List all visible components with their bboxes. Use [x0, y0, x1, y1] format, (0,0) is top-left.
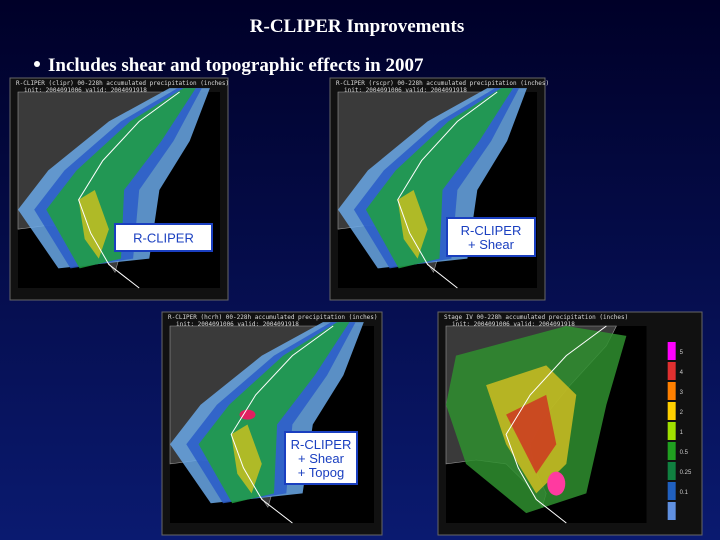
map-subheader: init: 2004091006 valid: 2004091918	[176, 321, 299, 328]
map-header: Stage IV 00-228h accumulated precipitati…	[444, 314, 628, 321]
colorbar-label: 0.1	[680, 490, 689, 496]
map-subheader: init: 2004091006 valid: 2004091918	[344, 87, 467, 94]
label-box	[284, 431, 358, 485]
map-panel: 5 4 3 2 1 0.5 0.25 0.1 Stage IV 00-228h accumula…	[437, 311, 703, 536]
colorbar-label: 4	[680, 370, 684, 376]
map-subheader: init: 2004091006 valid: 2004091918	[452, 321, 575, 328]
colorbar-label: 1	[680, 430, 684, 436]
panel-label: R-CLIPER	[133, 231, 194, 246]
precip-core	[78, 190, 109, 259]
map-panel: R-CLIPER (rscpr) 00-228h accumulated pre…	[329, 77, 549, 301]
bullet-dot	[34, 61, 40, 67]
colorbar-label: 0.25	[680, 470, 692, 476]
panel-label: R-CLIPER + Shear + Topog	[291, 437, 352, 480]
storm-track	[230, 325, 334, 524]
storm-track	[397, 91, 498, 289]
colorbar-cell	[667, 442, 676, 460]
colorbar-cell	[667, 462, 676, 480]
label-line: + Shear	[298, 451, 345, 466]
label-box	[446, 217, 536, 257]
colorbar-cell	[667, 422, 676, 440]
colorbar-cell	[667, 402, 676, 420]
slide-title: R-CLIPER Improvements	[250, 16, 464, 37]
label-line: + Topog	[298, 465, 344, 480]
label-line: + Shear	[468, 237, 515, 252]
precip-core	[239, 409, 256, 420]
panel-label: R-CLIPER + Shear	[461, 223, 522, 252]
label-line: R-CLIPER	[133, 231, 194, 246]
label-line: R-CLIPER	[461, 223, 522, 238]
precip-core	[231, 424, 262, 494]
colorbar-cell	[667, 342, 676, 360]
label-box	[114, 223, 213, 252]
map-header: R-CLIPER (rscpr) 00-228h accumulated pre…	[336, 80, 549, 87]
map-panel: R-CLIPER (clipr) 00-228h accumulated pre…	[9, 77, 229, 301]
storm-track	[505, 325, 607, 524]
precip-core	[397, 190, 428, 259]
colorbar-label: 2	[680, 410, 684, 416]
colorbar-cell	[667, 482, 676, 500]
map-header: R-CLIPER (hcrh) 00-228h accumulated prec…	[168, 314, 378, 321]
colorbar-label: 3	[680, 390, 684, 396]
storm-track	[78, 91, 180, 289]
precip	[547, 471, 566, 496]
map-subheader: init: 2004091006 valid: 2004091918	[24, 87, 147, 94]
bullet-text: Includes shear and topographic effects i…	[48, 55, 424, 76]
map-panel: R-CLIPER (hcrh) 00-228h accumulated prec…	[161, 311, 383, 536]
colorbar-label: 5	[680, 350, 684, 356]
map-header: R-CLIPER (clipr) 00-228h accumulated pre…	[16, 80, 229, 87]
colorbar-cell	[667, 382, 676, 400]
colorbar-cell	[667, 362, 676, 380]
label-line: R-CLIPER	[291, 437, 352, 452]
colorbar-cell	[667, 502, 676, 520]
colorbar-label: 0.5	[680, 450, 689, 456]
